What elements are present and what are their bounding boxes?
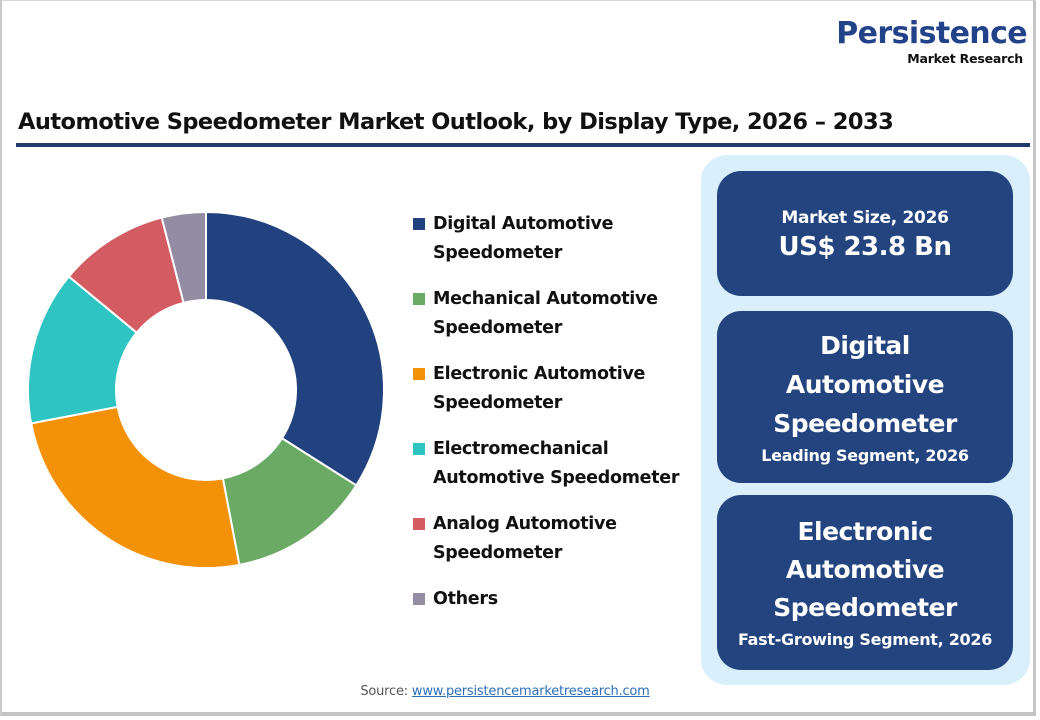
title-underline — [16, 143, 1030, 147]
donut-chart — [27, 210, 385, 569]
legend-item-digital: Digital Automotive Speedometer — [413, 210, 703, 285]
legend-swatch-digital — [413, 218, 425, 230]
fast-growing-segment-title: Electronic Automotive Speedometer — [773, 516, 957, 622]
donut-slice-electronic — [29, 405, 241, 569]
fast-growing-segment-card: Electronic Automotive Speedometer Fast-G… — [717, 495, 1013, 670]
market-size-value: US$ 23.8 Bn — [778, 231, 952, 262]
legend-label: Digital Automotive Speedometer — [433, 214, 614, 263]
persistence-logo: Persistence Market Research — [815, 16, 1027, 68]
fast-growing-segment-subtitle: Fast-Growing Segment, 2026 — [737, 629, 993, 649]
chart-legend: Digital Automotive Speedometer Mechanica… — [413, 210, 703, 660]
source-label: Source: — [360, 684, 408, 699]
legend-swatch-electromechanical — [413, 443, 425, 455]
legend-label: Others — [433, 589, 498, 609]
donut-slice-others — [160, 210, 207, 305]
legend-swatch-mechanical — [413, 293, 425, 305]
source-line: Source: www.persistencemarketresearch.co… — [0, 684, 1010, 699]
legend-label: Electronic Automotive Speedometer — [433, 364, 646, 413]
legend-label: Mechanical Automotive Speedometer — [433, 289, 658, 338]
source-link[interactable]: www.persistencemarketresearch.com — [411, 684, 650, 699]
logo-sub-text: Market Research — [907, 51, 1023, 66]
legend-label: Electromechanical Automotive Speedometer — [433, 439, 680, 488]
market-size-card: Market Size, 2026 US$ 23.8 Bn — [717, 171, 1013, 296]
logo-main-text: Persistence — [836, 16, 1027, 51]
donut-slice-digital — [205, 210, 385, 487]
legend-item-others: Others — [413, 585, 703, 660]
legend-swatch-electronic — [413, 368, 425, 380]
legend-item-electromechanical: Electromechanical Automotive Speedometer — [413, 435, 703, 510]
legend-swatch-others — [413, 593, 425, 605]
chart-title: Automotive Speedometer Market Outlook, b… — [18, 109, 894, 135]
donut-slices — [27, 210, 385, 569]
leading-segment-title: Digital Automotive Speedometer — [773, 330, 957, 438]
legend-swatch-analog — [413, 518, 425, 530]
legend-label: Analog Automotive Speedometer — [433, 514, 617, 563]
legend-item-electronic: Electronic Automotive Speedometer — [413, 360, 703, 435]
legend-item-mechanical: Mechanical Automotive Speedometer — [413, 285, 703, 360]
market-size-label: Market Size, 2026 — [781, 207, 949, 228]
leading-segment-subtitle: Leading Segment, 2026 — [761, 445, 969, 465]
highlights-panel: Market Size, 2026 US$ 23.8 Bn Digital Au… — [701, 155, 1030, 685]
legend-item-analog: Analog Automotive Speedometer — [413, 510, 703, 585]
leading-segment-card: Digital Automotive Speedometer Leading S… — [717, 311, 1013, 483]
